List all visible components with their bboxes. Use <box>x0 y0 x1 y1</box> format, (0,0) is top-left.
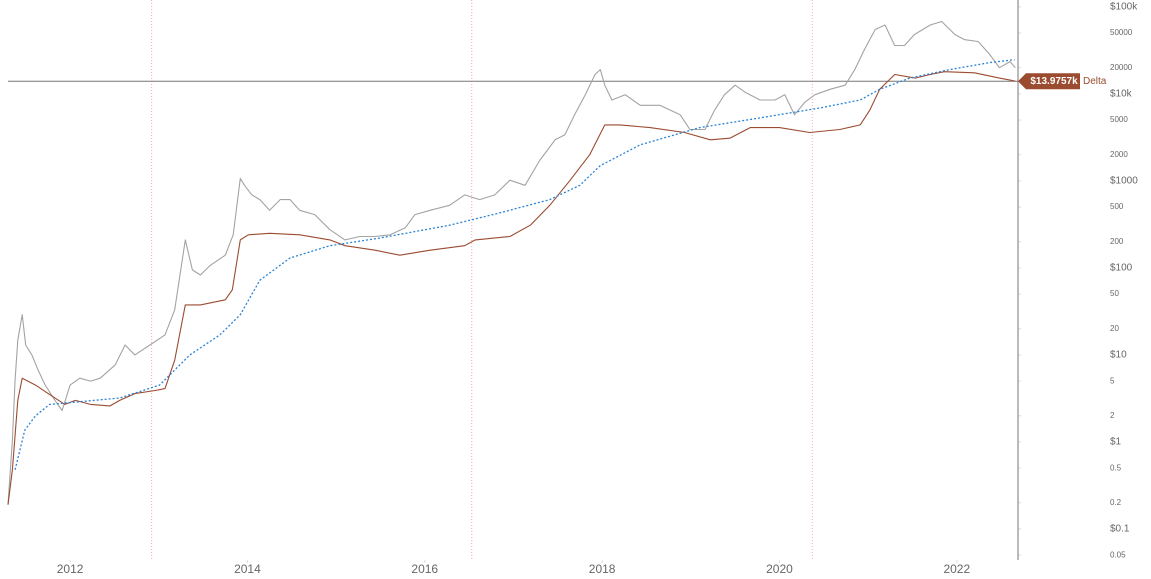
y-tick-label: $100 <box>1110 263 1133 274</box>
series-line <box>7 71 1016 505</box>
y-tick-label: 50000 <box>1110 28 1133 37</box>
y-tick-label: $100k <box>1110 2 1138 13</box>
series-line <box>14 59 1015 470</box>
y-tick-label: 5000 <box>1110 115 1128 124</box>
crosshair-value-label: $13.9757k <box>1030 76 1078 87</box>
x-tick-label: 2022 <box>943 562 970 576</box>
x-tick-label: 2012 <box>57 562 84 576</box>
y-tick-label: 0.5 <box>1110 463 1122 472</box>
y-tick-label: 500 <box>1110 202 1124 211</box>
y-tick-label: $10k <box>1110 89 1133 100</box>
crosshair-tag <box>1018 73 1080 90</box>
x-tick-label: 2014 <box>234 562 261 576</box>
x-tick-label: 2016 <box>411 562 438 576</box>
x-tick-label: 2018 <box>589 562 616 576</box>
y-tick-label: $1000 <box>1110 176 1138 187</box>
y-tick-label: 200 <box>1110 237 1124 246</box>
y-tick-label: 2000 <box>1110 150 1128 159</box>
y-tick-label: $10 <box>1110 350 1127 361</box>
y-tick-label: 50 <box>1110 289 1119 298</box>
y-tick-label: $1 <box>1110 437 1122 448</box>
y-tick-label: 5 <box>1110 376 1115 385</box>
y-tick-label: $0.1 <box>1110 524 1130 535</box>
y-tick-label: 20 <box>1110 324 1119 333</box>
y-tick-label: 20000 <box>1110 63 1133 72</box>
y-tick-label: 0.05 <box>1110 550 1126 559</box>
y-tick-label: 0.2 <box>1110 498 1122 507</box>
series-line <box>7 20 1016 505</box>
y-tick-label: 2 <box>1110 411 1115 420</box>
x-tick-label: 2020 <box>766 562 793 576</box>
series-label: Delta <box>1083 76 1107 87</box>
